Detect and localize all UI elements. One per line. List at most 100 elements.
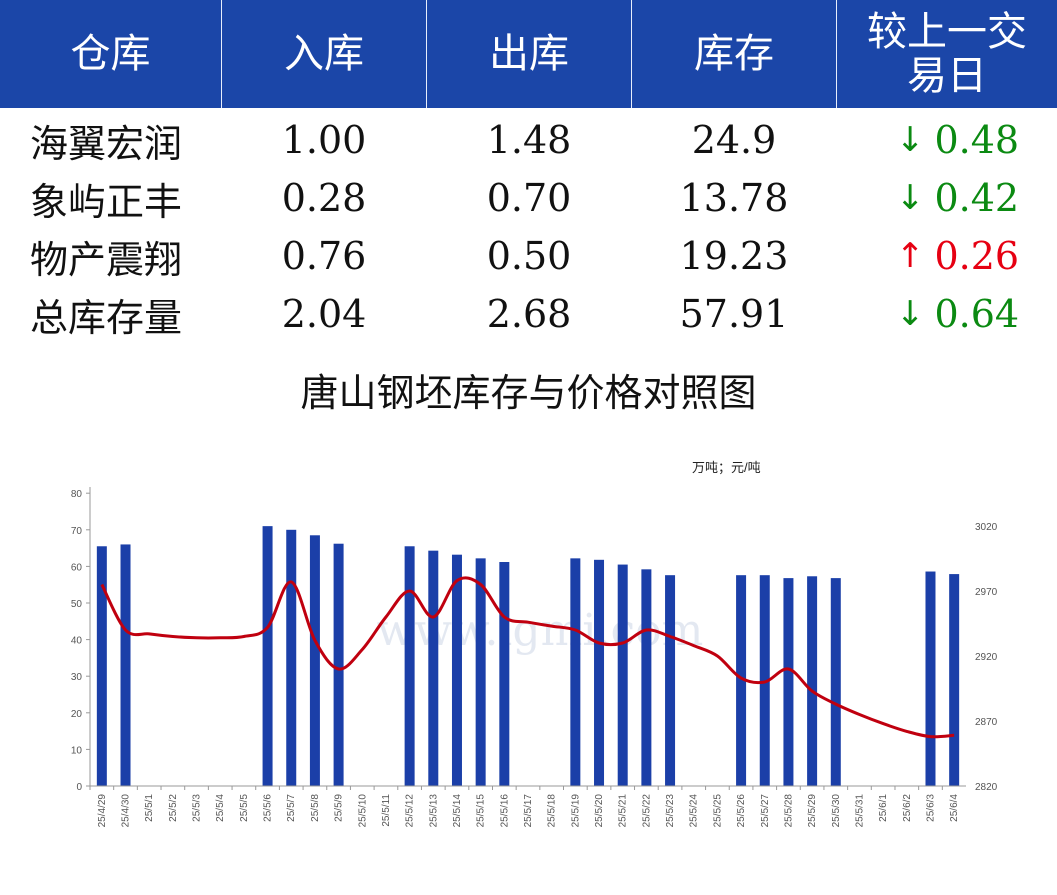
y-right-tick-label: 2920 [975,652,998,663]
inbound-value: 2.04 [281,292,367,336]
x-tick-label: 25/5/8 [310,794,321,822]
header-change-line1: 较上一交 [867,9,1027,55]
inventory-bar [830,578,841,786]
change-amount: 0.64 [934,292,1020,336]
inventory-bar [262,526,273,786]
inventory-bar [807,576,818,786]
x-tick-label: 25/5/6 [263,794,274,822]
y-left-tick-label: 40 [71,636,83,647]
inventory-bar [404,546,415,786]
inventory-bar [333,543,344,786]
change-amount: 0.42 [934,176,1020,220]
x-tick-label: 25/6/4 [949,794,960,822]
change-value: ↓ 0.42 [896,169,1019,227]
change-value: ↓ 0.48 [896,111,1019,169]
outbound-value: 1.48 [486,118,572,162]
y-left-tick-label: 60 [71,562,83,573]
x-tick-label: 25/5/29 [807,794,818,828]
x-tick-label: 25/5/15 [476,794,487,828]
x-tick-label: 25/5/30 [831,794,842,828]
header-warehouse: 仓库 [70,31,151,77]
inventory-bar [736,575,747,786]
warehouse-name: 海翼宏润 [30,121,183,166]
x-tick-label: 25/5/12 [405,794,416,828]
y-right-tick-label: 3020 [975,522,998,533]
arrow-down-icon: ↓ [896,120,925,160]
y-right-tick-label: 2870 [975,717,998,728]
y-right-tick-label: 2820 [975,782,998,793]
table-row: 海翼宏润 1.00 1.48 24.9 ↓ 0.48 [0,111,1057,169]
x-tick-label: 25/5/2 [168,794,179,822]
x-tick-label: 25/5/16 [499,794,510,828]
inventory-bar [451,554,462,786]
stock-value: 57.91 [679,292,789,336]
y-left-tick-label: 70 [71,526,83,537]
warehouse-name: 象屿正丰 [30,179,183,224]
inbound-value: 0.28 [281,176,367,220]
x-tick-label: 25/5/5 [239,794,250,822]
warehouse-name: 物产震翔 [30,237,183,282]
table-row: 象屿正丰 0.28 0.70 13.78 ↓ 0.42 [0,169,1057,227]
y-left-tick-label: 30 [71,672,83,683]
table-header: 仓库 入库 出库 库存 较上一交 易日 [0,0,1057,108]
price-line [100,576,955,739]
chart-title: 唐山钢坯库存与价格对照图 [300,371,757,415]
unit-label: 万吨；元/吨 [692,460,761,475]
y-left-tick-label: 0 [76,782,82,793]
y-right-tick-label: 2970 [975,587,998,598]
x-tick-label: 25/5/19 [570,794,581,828]
change-value: ↓ 0.64 [896,285,1019,343]
x-tick-label: 25/5/23 [665,794,676,828]
x-tick-label: 25/4/30 [121,794,132,828]
x-tick-label: 25/5/13 [428,794,439,828]
x-tick-label: 25/5/21 [618,794,629,828]
change-value: ↑ 0.26 [896,227,1019,285]
inbound-value: 0.76 [281,234,367,278]
table-row: 总库存量 2.04 2.68 57.91 ↓ 0.64 [0,285,1057,343]
stock-value: 13.78 [679,176,789,220]
change-amount: 0.26 [934,234,1020,278]
inventory-bar [665,575,676,786]
x-tick-label: 25/5/22 [641,794,652,828]
x-tick-label: 25/5/7 [286,794,297,822]
arrow-down-icon: ↓ [896,178,925,218]
change-amount: 0.48 [934,118,1020,162]
x-tick-label: 25/5/18 [547,794,558,828]
table-row: 物产震翔 0.76 0.50 19.23 ↑ 0.26 [0,227,1057,285]
header-change: 较上一交 易日 [837,0,1057,108]
arrow-up-icon: ↑ [896,236,925,276]
inventory-bar [617,564,628,786]
x-tick-label: 25/5/24 [689,794,700,828]
x-tick-label: 25/5/10 [357,794,368,828]
x-tick-label: 25/5/31 [854,794,865,828]
x-tick-label: 25/5/3 [192,794,203,822]
x-tick-label: 25/5/14 [452,794,463,828]
header-inbound: 入库 [284,31,364,77]
inventory-bar [286,529,297,786]
header-outbound: 出库 [489,31,569,77]
x-tick-label: 25/4/29 [97,794,108,828]
arrow-down-icon: ↓ [896,294,925,334]
x-tick-label: 25/5/11 [381,794,392,827]
inventory-bar [594,559,605,786]
inventory-bar [428,550,439,786]
y-left-tick-label: 10 [71,745,83,756]
inventory-bar [475,558,486,786]
stock-value: 19.23 [679,234,789,278]
outbound-value: 0.70 [486,176,572,220]
inventory-bar [925,571,936,786]
x-tick-label: 25/5/17 [523,794,534,828]
y-left-tick-label: 80 [71,489,83,500]
inventory-bar [949,574,960,786]
x-tick-label: 25/5/25 [712,794,723,828]
x-tick-label: 25/5/20 [594,794,605,828]
inventory-bar [641,569,652,786]
inventory-bar [570,558,581,786]
x-tick-label: 25/5/4 [215,794,226,822]
x-tick-label: 25/5/27 [760,794,771,828]
inventory-bar [499,562,510,786]
x-tick-label: 25/6/3 [925,794,936,822]
y-left-tick-label: 20 [71,709,83,720]
header-stock: 库存 [694,31,774,77]
